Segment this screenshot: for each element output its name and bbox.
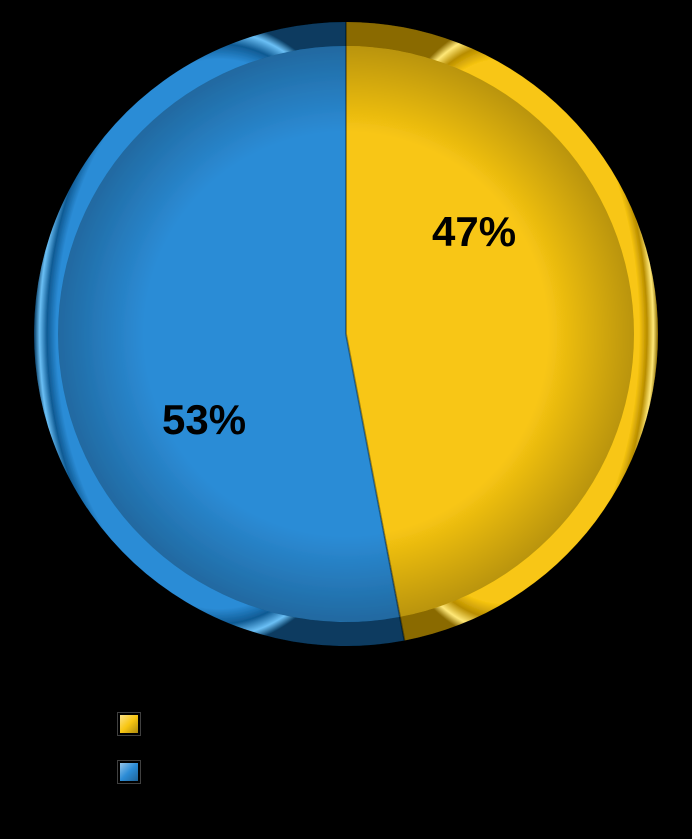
legend-swatch-0 (118, 713, 140, 735)
legend-item-1 (118, 748, 154, 796)
slice-label-1: 53% (162, 396, 246, 444)
pie-chart-container: 47% 53% (0, 0, 692, 839)
legend-swatch-1 (118, 761, 140, 783)
pie-chart (0, 0, 692, 680)
legend-item-0 (118, 700, 154, 748)
slice-label-0: 47% (432, 208, 516, 256)
legend (118, 700, 154, 796)
